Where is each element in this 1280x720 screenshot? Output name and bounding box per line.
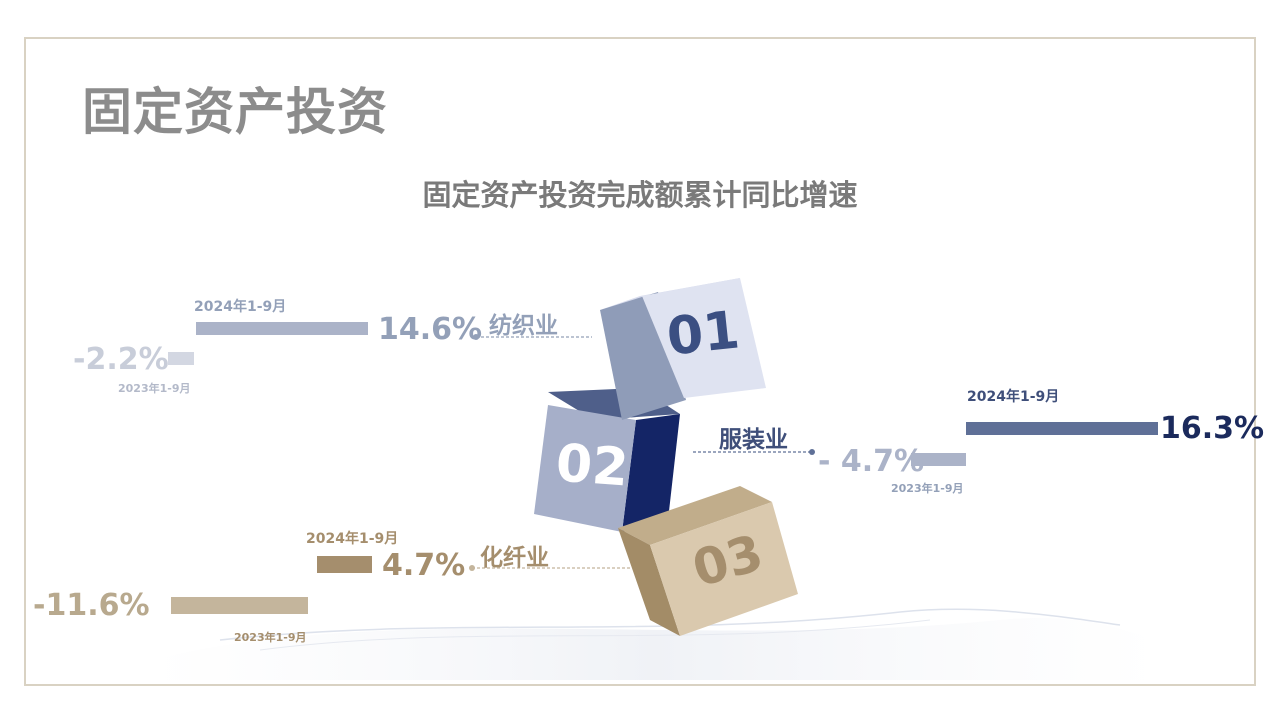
period-label: 2024年1-9月 — [967, 389, 1060, 405]
period-label: 2023年1-9月 — [234, 631, 307, 644]
bar-textile-2024 — [195, 322, 368, 335]
bar-apparel-2023 — [910, 453, 966, 466]
data-label-apparel-2023: - 4.7% — [818, 444, 925, 479]
period-label: 2023年1-9月 — [891, 482, 964, 495]
background-waves — [150, 608, 1160, 680]
period-label: 2023年1-9月 — [118, 382, 191, 395]
period-label: 2024年1-9月 — [306, 531, 399, 547]
cube-02-label: 02 — [553, 433, 631, 499]
category-label-apparel: 服装业 — [719, 427, 788, 453]
bar-textile-2023 — [168, 352, 194, 365]
bar-fiber-2023 — [171, 597, 308, 614]
data-label-fiber-2024: 4.7% — [382, 548, 466, 583]
bar-apparel-2024 — [966, 422, 1159, 435]
period-label: 2024年1-9月 — [194, 299, 287, 315]
leader-lines — [469, 334, 815, 571]
cube-01 — [600, 278, 766, 420]
data-label-apparel-2024: 16.3% — [1160, 411, 1265, 446]
cube-03 — [618, 486, 798, 636]
cube-01-label: 01 — [664, 300, 743, 368]
data-label-fiber-2023: -11.6% — [33, 588, 150, 623]
bar-fiber-2024 — [316, 556, 372, 573]
page-title: 固定资产投资 — [82, 83, 388, 141]
category-label-textile: 纺织业 — [489, 313, 558, 339]
data-label-textile-2024: 14.6% — [378, 312, 483, 347]
slide-frame — [24, 37, 1256, 686]
data-label-textile-2023: -2.2% — [73, 342, 169, 377]
chart-title: 固定资产投资完成额累计同比增速 — [422, 178, 858, 212]
category-label-fiber: 化纤业 — [480, 545, 549, 571]
